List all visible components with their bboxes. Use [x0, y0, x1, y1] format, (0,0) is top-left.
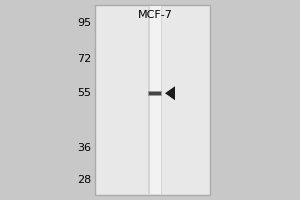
Text: 55: 55: [77, 88, 91, 98]
Text: 36: 36: [77, 143, 91, 153]
Bar: [160, 6, 162, 194]
Polygon shape: [165, 86, 175, 100]
Bar: [148, 91, 162, 96]
Text: 72: 72: [77, 54, 91, 64]
Bar: [95, 5, 210, 195]
Text: MCF-7: MCF-7: [138, 10, 172, 20]
Text: 95: 95: [77, 18, 91, 28]
Bar: [0, 0, 300, 5]
Bar: [0, 0, 95, 200]
Bar: [148, 6, 162, 194]
Bar: [210, 0, 300, 200]
Text: 28: 28: [77, 175, 91, 185]
Bar: [149, 92, 161, 95]
Bar: [148, 6, 149, 194]
